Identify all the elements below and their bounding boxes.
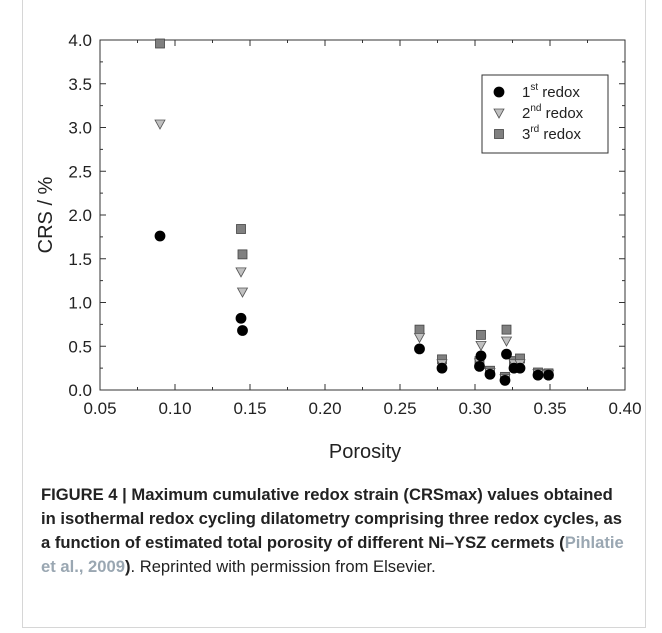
data-point-circle [501, 348, 512, 360]
data-point-circle [474, 360, 485, 372]
y-tick-label: 2.0 [68, 206, 92, 225]
x-tick-label: 0.15 [233, 399, 266, 418]
y-tick-label: 0.0 [68, 381, 92, 400]
data-point-triangle-down [235, 267, 247, 278]
y-tick-label: 0.5 [68, 337, 92, 356]
data-point-square [414, 324, 425, 335]
legend-marker [493, 108, 505, 119]
data-point-square [236, 224, 246, 234]
x-tick-label: 0.10 [158, 399, 191, 418]
y-axis-label: CRS / % [35, 176, 57, 253]
data-point-circle [514, 362, 526, 374]
data-point-square [237, 249, 248, 260]
legend-label: 2nd redox [522, 103, 584, 122]
x-tick-label: 0.25 [383, 399, 416, 418]
data-point-circle [154, 230, 166, 242]
data-point-square [155, 38, 165, 49]
data-point-triangle-down [154, 119, 166, 130]
data-point-triangle-down [475, 340, 487, 352]
y-tick-label: 2.5 [68, 162, 92, 181]
caption-title: FIGURE 4 | Maximum cumulative redox stra… [41, 485, 622, 552]
y-tick-label: 3.0 [68, 119, 92, 138]
caption-citation-link[interactable]: Pihlatie et al., 2009 [41, 533, 624, 576]
data-point-triangle-down [413, 333, 426, 344]
legend-label: 1st redox [522, 82, 580, 101]
data-point-circle [235, 312, 247, 324]
figure-frame [22, 0, 646, 628]
x-tick-label: 0.05 [83, 399, 116, 418]
legend-label: 3rd redox [522, 124, 581, 143]
data-point-circle [543, 369, 554, 381]
x-tick-label: 0.35 [533, 399, 566, 418]
data-point-triangle-down [236, 287, 249, 298]
data-point-circle [436, 362, 448, 374]
x-tick-label: 0.40 [608, 399, 641, 418]
figure-caption: FIGURE 4 | Maximum cumulative redox stra… [41, 483, 631, 579]
data-point-circle [532, 369, 544, 381]
x-tick-label: 0.30 [458, 399, 491, 418]
data-point-circle [475, 350, 487, 362]
legend-marker [493, 86, 505, 98]
data-point-circle [414, 343, 425, 355]
y-tick-label: 4.0 [68, 31, 92, 50]
caption-reprint-note: . Reprinted with permission from Elsevie… [130, 557, 436, 576]
legend-marker [494, 129, 504, 139]
x-tick-label: 0.20 [308, 399, 341, 418]
scatter-chart: 0.05 0.10 0.15 0.20 0.25 0.30 0.35 0.40 0.0 0.5 1.… [35, 31, 642, 463]
data-point-circle [237, 325, 248, 336]
chart-legend: 1st redox 2nd redox 3rd redox [481, 74, 609, 154]
y-tick-label: 1.5 [68, 250, 92, 269]
legend-box [481, 74, 609, 154]
y-tick-label: 1.0 [68, 294, 92, 313]
chart-ticks: 0.05 0.10 0.15 0.20 0.25 0.30 0.35 0.40 0.0 0.5 1.… [68, 31, 641, 418]
chart-points [154, 38, 555, 386]
data-point-square [476, 329, 486, 340]
data-point-circle [484, 368, 496, 380]
data-point-circle [499, 374, 511, 386]
data-point-square [501, 324, 512, 335]
data-point-triangle-down [500, 336, 513, 347]
caption-title-end: ) [124, 557, 131, 576]
x-axis-label: Porosity [329, 441, 401, 463]
y-tick-label: 3.5 [68, 75, 92, 94]
